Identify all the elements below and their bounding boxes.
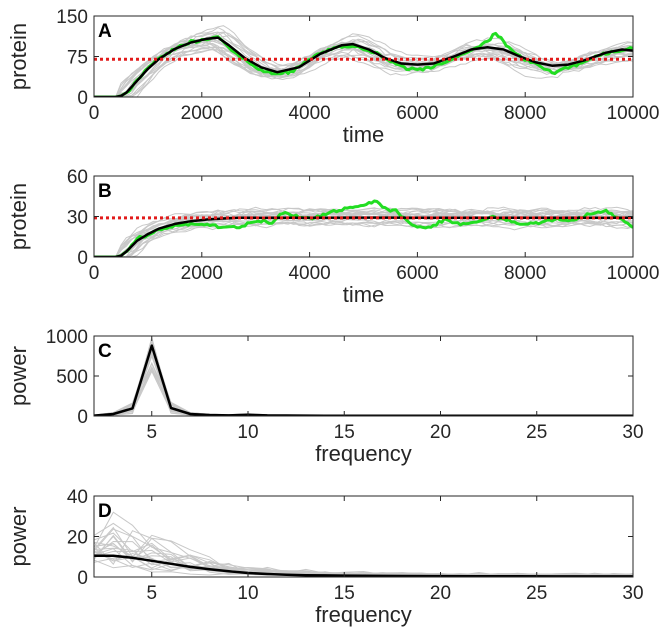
y-tick-label: 30 xyxy=(67,208,88,229)
panel-label: C xyxy=(98,341,112,362)
y-tick-label: 0 xyxy=(77,248,88,269)
gray-trace xyxy=(94,218,633,257)
x-tick-label: 30 xyxy=(622,583,643,604)
x-tick-label: 2000 xyxy=(181,103,223,124)
y-tick-label: 0 xyxy=(77,568,88,589)
x-tick-label: 10000 xyxy=(607,103,660,124)
x-tick-label: 4000 xyxy=(288,263,330,284)
plot-area xyxy=(94,25,633,97)
gray-trace xyxy=(94,25,633,97)
x-tick-label: 10000 xyxy=(607,263,660,284)
plot-area xyxy=(94,511,633,577)
y-axis-label: protein xyxy=(6,183,31,250)
y-tick-label: 500 xyxy=(56,367,88,388)
panel-label: B xyxy=(98,181,112,202)
x-tick-label: 2000 xyxy=(181,263,223,284)
y-axis-label: power xyxy=(6,507,31,567)
x-tick-label: 8000 xyxy=(504,263,546,284)
gray-trace xyxy=(94,42,633,97)
y-tick-label: 40 xyxy=(67,487,88,508)
x-axis-label: time xyxy=(343,282,385,307)
y-tick-label: 20 xyxy=(67,528,88,549)
gray-trace xyxy=(94,216,633,257)
y-tick-label: 150 xyxy=(56,7,88,28)
gray-trace xyxy=(94,511,633,576)
y-axis-label: protein xyxy=(6,23,31,90)
plot-area xyxy=(94,336,633,416)
x-tick-label: 5 xyxy=(146,422,157,443)
x-axis-label: frequency xyxy=(315,441,412,466)
x-tick-label: 30 xyxy=(622,422,643,443)
gray-trace xyxy=(94,27,633,97)
x-tick-label: 25 xyxy=(526,422,547,443)
highlight-trace xyxy=(94,199,633,257)
x-tick-label: 0 xyxy=(89,103,100,124)
y-tick-label: 0 xyxy=(77,88,88,109)
gray-trace xyxy=(94,47,633,97)
gray-trace xyxy=(94,210,633,257)
x-tick-label: 0 xyxy=(89,263,100,284)
gray-trace xyxy=(94,31,633,97)
x-tick-label: 25 xyxy=(526,583,547,604)
gray-trace xyxy=(94,543,633,576)
x-tick-label: 20 xyxy=(430,422,451,443)
x-tick-label: 10 xyxy=(237,583,258,604)
gray-trace xyxy=(94,44,633,97)
x-axis-label: time xyxy=(343,122,385,147)
x-tick-label: 8000 xyxy=(504,103,546,124)
x-tick-label: 6000 xyxy=(396,263,438,284)
mean-trace xyxy=(94,36,633,97)
x-axis-label: frequency xyxy=(315,602,412,627)
panel-label: A xyxy=(98,21,112,42)
gray-trace xyxy=(94,362,633,416)
x-tick-label: 4000 xyxy=(288,103,330,124)
x-tick-label: 6000 xyxy=(396,103,438,124)
mean-trace xyxy=(94,554,633,577)
gray-trace xyxy=(94,221,633,257)
y-tick-label: 60 xyxy=(67,167,88,188)
x-tick-label: 10 xyxy=(237,422,258,443)
y-axis-label: power xyxy=(6,346,31,406)
gray-trace xyxy=(94,219,633,257)
y-tick-label: 75 xyxy=(67,48,88,69)
y-tick-label: 1000 xyxy=(46,327,88,348)
x-tick-label: 5 xyxy=(146,583,157,604)
panel-label: D xyxy=(98,501,112,522)
gray-trace xyxy=(94,206,633,257)
y-tick-label: 0 xyxy=(77,407,88,428)
x-tick-label: 15 xyxy=(334,583,355,604)
plot-area xyxy=(94,199,633,257)
x-tick-label: 20 xyxy=(430,583,451,604)
x-tick-label: 15 xyxy=(334,422,355,443)
gray-trace xyxy=(94,535,633,577)
